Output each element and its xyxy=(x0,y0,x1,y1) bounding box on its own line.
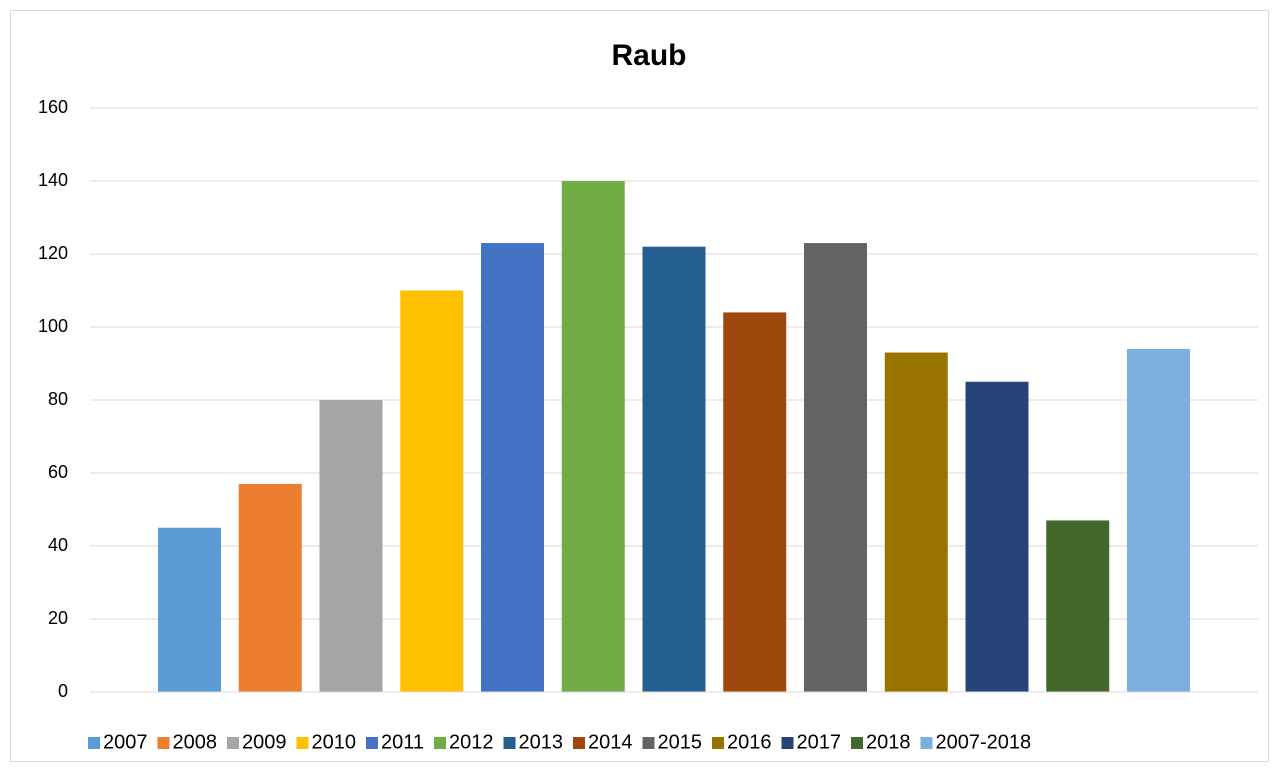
bar xyxy=(804,243,867,693)
bar xyxy=(884,352,948,692)
legend-label: 2010 xyxy=(312,731,357,753)
legend-label: 2007 xyxy=(103,731,148,753)
legend-label: 2018 xyxy=(866,731,911,753)
legend-label: 2011 xyxy=(381,731,424,753)
legend-label: 2007-2018 xyxy=(936,731,1032,753)
y-tick-label: 120 xyxy=(38,243,68,263)
y-tick-label: 0 xyxy=(58,681,68,701)
legend-label: 2012 xyxy=(449,731,494,753)
bar xyxy=(642,246,706,692)
legend-label: 2016 xyxy=(727,731,772,753)
legend-swatch xyxy=(503,737,516,749)
bar xyxy=(723,312,787,692)
bar xyxy=(158,527,221,692)
y-tick-label: 60 xyxy=(48,462,68,482)
bar xyxy=(1046,520,1110,692)
legend-label: 2008 xyxy=(173,731,218,753)
legend-label: 2015 xyxy=(658,731,703,753)
chart-title: Raub xyxy=(612,39,687,72)
bar xyxy=(965,381,1029,692)
legend-label: 2017 xyxy=(797,731,842,753)
legend-swatch xyxy=(642,737,655,749)
legend-swatch xyxy=(781,737,794,749)
y-tick-label: 100 xyxy=(38,316,68,336)
legend-swatch xyxy=(366,737,378,749)
legend-swatch xyxy=(851,737,864,749)
y-tick-label: 40 xyxy=(48,535,68,555)
bar xyxy=(481,243,544,693)
bar xyxy=(1127,348,1190,692)
legend-swatch xyxy=(573,737,586,749)
legend-label: 2014 xyxy=(588,731,633,753)
legend-swatch xyxy=(88,737,100,749)
legend-label: 2013 xyxy=(519,731,564,753)
y-tick-label: 80 xyxy=(48,389,68,409)
bar xyxy=(319,400,383,692)
legend-swatch xyxy=(227,737,239,749)
bar xyxy=(238,483,302,692)
legend-swatch xyxy=(296,737,309,749)
legend-swatch xyxy=(920,737,933,749)
legend-swatch xyxy=(434,737,447,749)
legend-label: 2009 xyxy=(242,731,287,753)
legend-swatch xyxy=(157,737,170,749)
y-tick-label: 140 xyxy=(38,170,68,190)
y-tick-label: 160 xyxy=(38,97,68,117)
bar xyxy=(400,290,464,692)
y-tick-label: 20 xyxy=(48,608,68,628)
bar xyxy=(561,181,625,692)
legend-swatch xyxy=(712,737,725,749)
